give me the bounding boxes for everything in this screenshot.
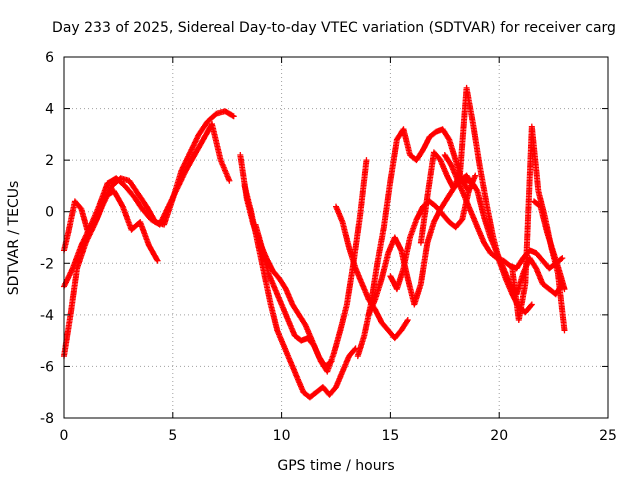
series-track-8 xyxy=(354,126,472,360)
plus-markers xyxy=(531,198,568,293)
data-points xyxy=(61,84,568,401)
x-tick-label: 10 xyxy=(273,428,291,444)
x-tick-label: 5 xyxy=(168,428,177,444)
chart-title: Day 233 of 2025, Sidereal Day-to-day VTE… xyxy=(52,20,616,36)
y-axis-label: SDTVAR / TECUs xyxy=(6,181,22,296)
y-tick-label: -4 xyxy=(40,308,54,324)
y-tick-label: 2 xyxy=(45,153,54,169)
x-tick-label: 0 xyxy=(60,428,69,444)
x-tick-label: 25 xyxy=(599,428,617,444)
plus-markers xyxy=(417,84,535,316)
y-axis-ticks: 6 4 2 0 -2 -4 -6 -8 xyxy=(40,50,608,427)
y-tick-label: 0 xyxy=(45,205,54,221)
plot-frame xyxy=(63,56,609,419)
x-axis-label: GPS time / hours xyxy=(277,458,394,474)
y-tick-label: -2 xyxy=(40,256,54,272)
y-tick-label: -6 xyxy=(40,359,54,375)
plus-markers xyxy=(333,203,411,342)
plus-markers xyxy=(252,157,370,375)
plus-markers xyxy=(237,152,335,370)
series-track-15 xyxy=(531,198,568,293)
x-axis-ticks: 0 5 10 15 20 25 xyxy=(60,57,617,444)
plus-markers xyxy=(509,123,568,334)
series-track-11 xyxy=(417,84,535,316)
y-tick-label: -8 xyxy=(40,411,54,427)
plus-markers xyxy=(241,182,359,401)
series-track-14 xyxy=(509,123,568,334)
series-track-5 xyxy=(241,182,359,401)
y-tick-label: 4 xyxy=(45,102,54,118)
series-track-6 xyxy=(252,157,370,375)
y-tick-label: 6 xyxy=(45,50,54,66)
series-track-7 xyxy=(333,203,411,342)
x-tick-label: 15 xyxy=(381,428,399,444)
plus-markers xyxy=(354,126,472,360)
series-track-4 xyxy=(237,152,335,370)
x-tick-label: 20 xyxy=(490,428,508,444)
